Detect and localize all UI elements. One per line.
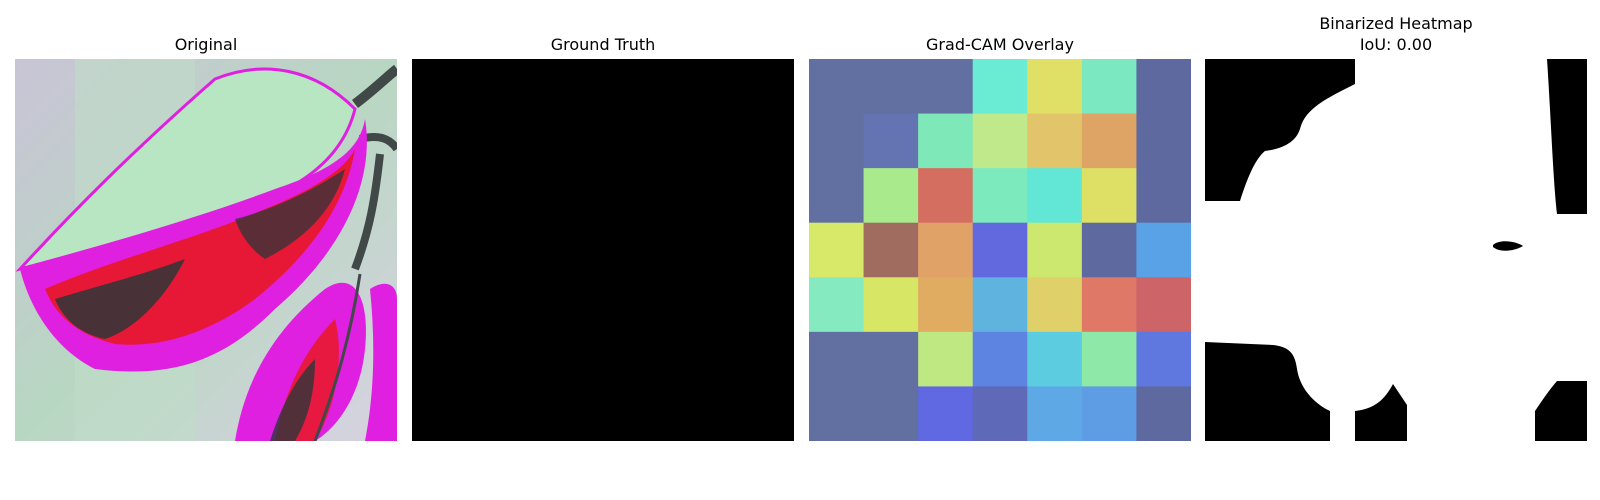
gradcam-cell — [863, 113, 919, 169]
gradcam-cell — [918, 222, 974, 278]
gradcam-cell — [863, 222, 919, 278]
binarized-iou-label: IoU: 0.00 — [1359, 35, 1433, 54]
gradcam-cell — [809, 331, 865, 387]
binarized-heatmap — [1205, 59, 1587, 441]
leaf-image — [15, 59, 397, 441]
gradcam-cell — [1136, 386, 1191, 441]
gradcam-cell — [972, 386, 1028, 441]
gradcam-cell — [1136, 59, 1191, 115]
binarized-mask — [1205, 59, 1587, 441]
gradcam-cell — [809, 168, 865, 224]
ground-truth-title: Ground Truth — [550, 35, 656, 54]
gradcam-cell — [972, 331, 1028, 387]
gradcam-cell — [1136, 168, 1191, 224]
gradcam-cell — [1081, 113, 1137, 169]
gradcam-cell — [1081, 59, 1137, 115]
gradcam-title: Grad-CAM Overlay — [926, 35, 1074, 54]
gradcam-cell — [1027, 331, 1083, 387]
gradcam-cell — [1081, 222, 1137, 278]
binarized-title: Binarized Heatmap IoU: 0.00 — [1205, 13, 1587, 55]
gradcam-cell — [1136, 277, 1191, 333]
gradcam-cell — [972, 222, 1028, 278]
gradcam-cell — [972, 113, 1028, 169]
gradcam-cell — [809, 222, 865, 278]
gradcam-cell — [1081, 386, 1137, 441]
gradcam-cell — [972, 168, 1028, 224]
gradcam-cell — [863, 386, 919, 441]
gradcam-cell — [918, 331, 974, 387]
gradcam-cell — [809, 113, 865, 169]
gradcam-cell — [1081, 168, 1137, 224]
gradcam-cell — [809, 386, 865, 441]
gradcam-cell — [918, 386, 974, 441]
gradcam-cell — [1081, 277, 1137, 333]
gradcam-heatmap — [809, 59, 1191, 441]
gradcam-cell — [1081, 331, 1137, 387]
gradcam-cell — [1027, 168, 1083, 224]
gradcam-cell — [918, 277, 974, 333]
gradcam-cell — [863, 331, 919, 387]
gradcam-cell — [1136, 222, 1191, 278]
gradcam-cell — [918, 113, 974, 169]
original-image — [15, 59, 397, 441]
gradcam-cell — [863, 59, 919, 115]
gradcam-cell — [1027, 113, 1083, 169]
binarized-title-line1: Binarized Heatmap — [1319, 14, 1473, 33]
gradcam-cell — [972, 59, 1028, 115]
gradcam-cell — [972, 277, 1028, 333]
gradcam-cell — [809, 277, 865, 333]
ground-truth-mask — [412, 59, 794, 441]
gradcam-cell — [863, 277, 919, 333]
gradcam-cell — [863, 168, 919, 224]
gradcam-overlay — [809, 59, 1191, 441]
original-title: Original — [174, 35, 238, 54]
gradcam-cell — [1027, 386, 1083, 441]
gradcam-cell — [1136, 331, 1191, 387]
gradcam-cell — [918, 59, 974, 115]
gradcam-cell — [809, 59, 865, 115]
gradcam-cell — [1027, 222, 1083, 278]
gradcam-cell — [1136, 113, 1191, 169]
gradcam-cell — [918, 168, 974, 224]
gradcam-cell — [1027, 277, 1083, 333]
gradcam-cell — [1027, 59, 1083, 115]
